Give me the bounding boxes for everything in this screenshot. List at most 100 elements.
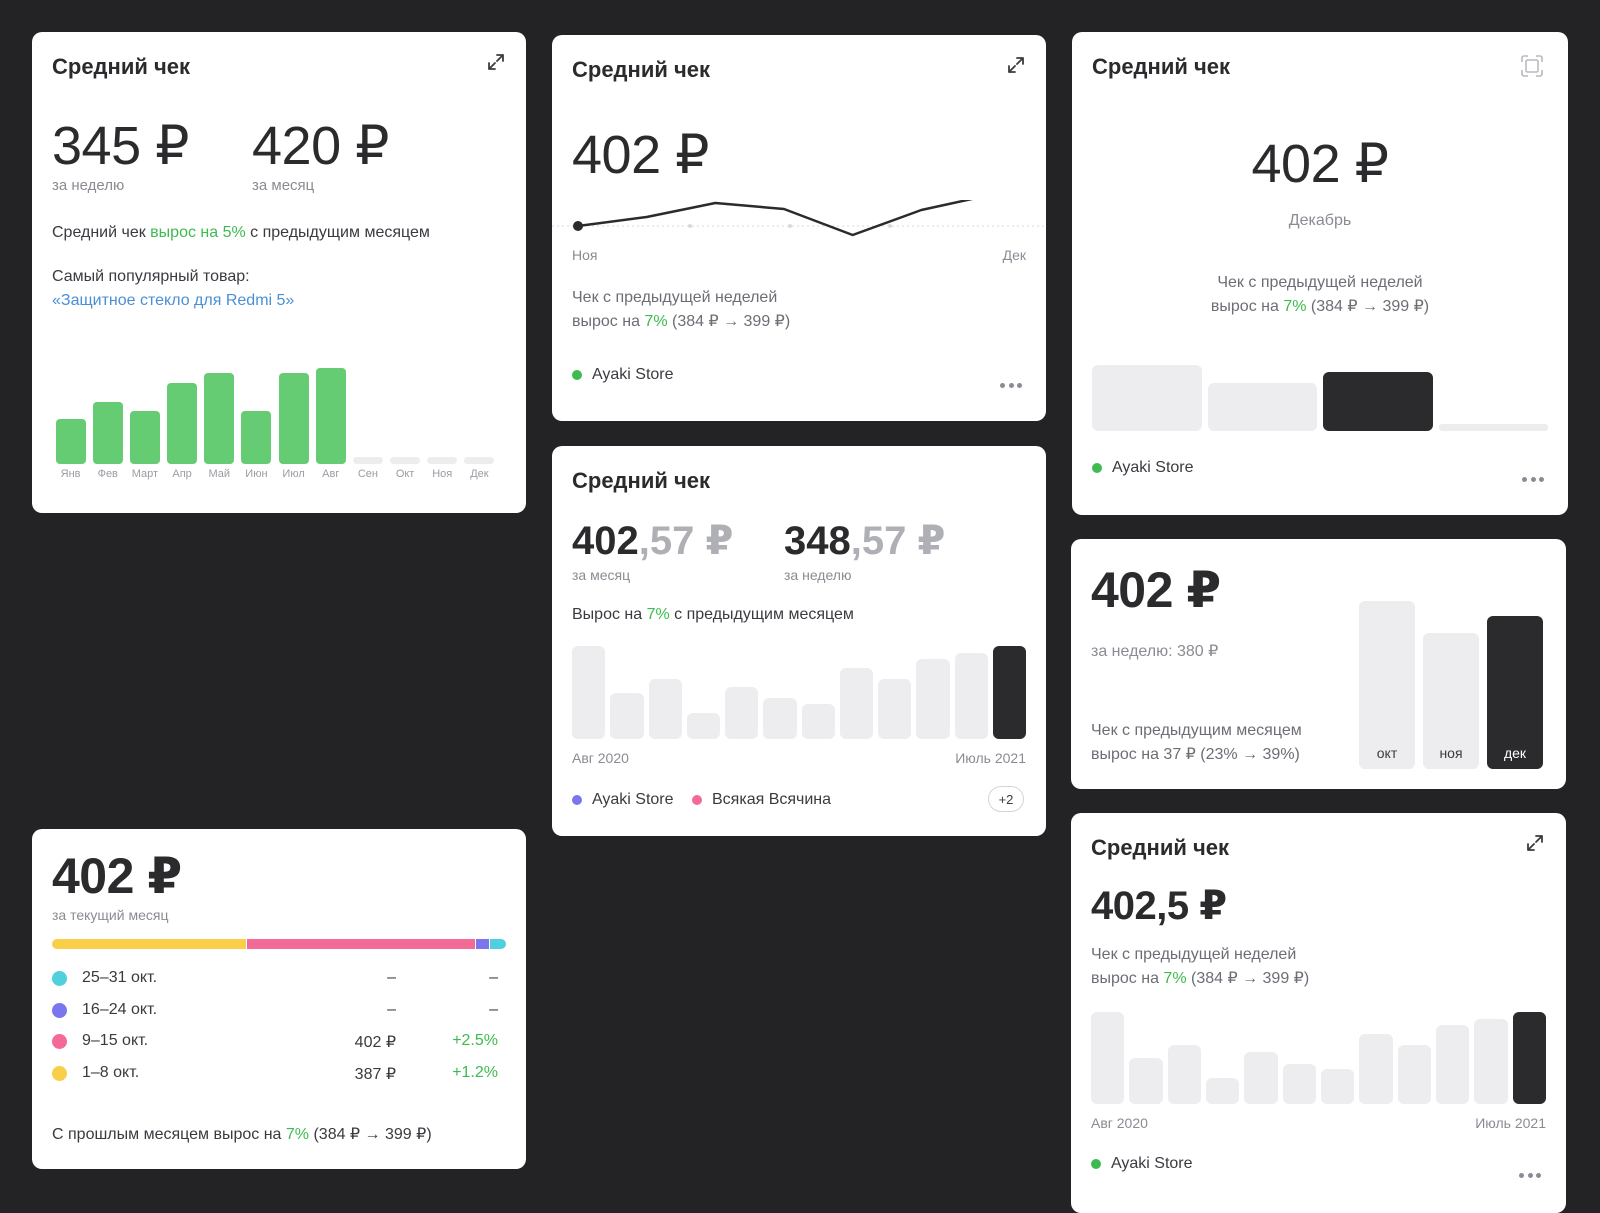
month-bar: [1167, 1045, 1201, 1104]
compare-prefix: вырос на: [1091, 970, 1164, 987]
month-bar: [725, 686, 759, 739]
store-legend: Ayaki Store: [1091, 1155, 1193, 1173]
compare-pct: 7%: [644, 313, 668, 330]
month-bar: [839, 668, 873, 739]
breakdown-row: 25–31 окт. – –: [52, 967, 498, 991]
growth-highlight: вырос на 5%: [150, 224, 246, 241]
breakdown-row: 9–15 окт. 402 ₽ +2.5%: [52, 1030, 498, 1054]
more-options-icon[interactable]: [1519, 1173, 1541, 1179]
store-name: Ayaki Store: [592, 366, 674, 383]
month-bar: [1282, 1063, 1316, 1104]
bar-Фев: [92, 401, 123, 464]
current-month-caption: за текущий месяц: [52, 907, 169, 923]
week-caption: за неделю: [52, 177, 125, 194]
x-end-label: Июль 2021: [1475, 1115, 1546, 1131]
row-color-dot: [52, 1002, 67, 1018]
month-label: Апр: [172, 468, 192, 480]
bar-Апр: [167, 383, 198, 464]
progress-segment: [475, 939, 490, 949]
weekly-bar-chart: [1092, 365, 1548, 431]
row-value: 387 ₽: [354, 1065, 396, 1083]
legend-dot-pink: [692, 795, 702, 805]
breakdown-row: 16–24 окт. – –: [52, 999, 498, 1023]
bar-Сен: [352, 457, 383, 464]
month-bar: [1321, 1069, 1355, 1104]
expand-icon[interactable]: [1523, 831, 1547, 855]
month-bar: [878, 679, 912, 739]
more-series-badge[interactable]: +2: [988, 786, 1024, 812]
compare-suffix: (384 ₽ → 399 ₽): [1306, 298, 1430, 315]
card-title: Средний чек: [572, 468, 710, 493]
popular-label: Самый популярный товар:: [52, 268, 250, 285]
footer-suffix: (384 ₽ → 399 ₽): [309, 1126, 432, 1143]
compare-line-1: Чек с предыдущей неделей: [1091, 946, 1297, 963]
compare-line-1: Чек с предыдущей неделей: [1217, 274, 1423, 291]
legend-dot-purple: [572, 795, 582, 805]
month-caption: за месяц: [252, 177, 315, 194]
expand-icon[interactable]: [484, 50, 508, 74]
stacked-progress-bar: [52, 939, 506, 949]
month-bar: [1474, 1019, 1508, 1104]
month-label: Ноя: [432, 468, 453, 480]
row-label: 9–15 окт.: [82, 1032, 149, 1049]
row-label: 25–31 окт.: [82, 969, 158, 986]
month-bar-дек: [1487, 616, 1543, 769]
bar-Окт: [390, 457, 421, 464]
month-bar: [992, 646, 1026, 739]
month-label: Июл: [282, 468, 305, 480]
growth-prefix: Вырос на: [572, 606, 647, 623]
compare-line-2: вырос на 7% (384 ₽ → 399 ₽): [1072, 294, 1568, 319]
month-label: Март: [131, 468, 159, 480]
card-title: Средний чек: [52, 54, 190, 79]
month-bar: [763, 698, 797, 739]
month-label: Авг: [322, 468, 340, 480]
avg-value: 402,5 ₽: [1091, 884, 1227, 928]
row-color-dot: [52, 971, 67, 986]
month-label: Июн: [245, 468, 268, 480]
bar-label: окт: [1376, 745, 1398, 761]
month-bar: [572, 646, 606, 739]
compare-line-1: Чек с предыдущей неделей: [572, 289, 778, 306]
monthly-bar-chart: Янв Фев Март Апр Май Июн Июл Авг Сен Окт Ноя Дек: [52, 352, 498, 502]
store-dot: [1092, 463, 1102, 473]
store-dot: [572, 370, 582, 380]
month-frac: ,57 ₽: [638, 519, 734, 563]
month-label: Фев: [97, 468, 118, 480]
yearly-bar-chart: [572, 646, 1026, 739]
compare-suffix: (384 ₽ → 399 ₽): [667, 313, 791, 330]
x-end-label: Дек: [1002, 247, 1026, 263]
store-legend: Ayaki Store: [1092, 459, 1194, 477]
card-avg-check-yearly: Средний чек 402,57 ₽ за месяц 348,57 ₽ з…: [552, 446, 1046, 836]
avg-value: 402 ₽: [1091, 562, 1221, 618]
week-bar: [1207, 383, 1317, 431]
week-value: 345 ₽: [52, 116, 189, 176]
week-bar: [1092, 365, 1202, 431]
growth-pct: 7%: [646, 606, 670, 623]
bar-Июл: [278, 372, 309, 464]
week-int: 348: [784, 519, 851, 563]
series-line: [577, 200, 973, 237]
legend-label: Всякая Всячина: [712, 791, 832, 808]
card-avg-check-current-month: 402 ₽ за текущий месяц 25–31 окт. – –16–24…: [32, 829, 526, 1169]
expand-icon[interactable]: [1004, 53, 1028, 77]
fullscreen-icon[interactable]: [1520, 54, 1544, 78]
compare-suffix: (384 ₽ → 399 ₽): [1186, 970, 1310, 987]
month-bar: [1512, 1012, 1546, 1104]
popular-item-link[interactable]: «Защитное стекло для Redmi 5»: [52, 292, 295, 309]
compare-pct: 7%: [1163, 970, 1187, 987]
week-frac: ,57 ₽: [850, 519, 946, 563]
more-options-icon[interactable]: [1522, 477, 1544, 483]
start-point: [573, 221, 583, 231]
more-options-icon[interactable]: [1000, 383, 1022, 389]
bar-label: ноя: [1439, 745, 1463, 761]
month-bar: [801, 703, 835, 739]
footer-pct: 7%: [285, 1126, 310, 1143]
month-bar: [1244, 1052, 1278, 1104]
guide-dot: [788, 224, 792, 228]
month-value: 420 ₽: [252, 116, 389, 176]
card-title: Средний чек: [1092, 54, 1230, 79]
bar-label: дек: [1503, 745, 1527, 761]
month-value: 402,57 ₽: [572, 518, 733, 564]
month-bar: [1397, 1045, 1431, 1104]
row-label: 1–8 окт.: [82, 1063, 140, 1081]
